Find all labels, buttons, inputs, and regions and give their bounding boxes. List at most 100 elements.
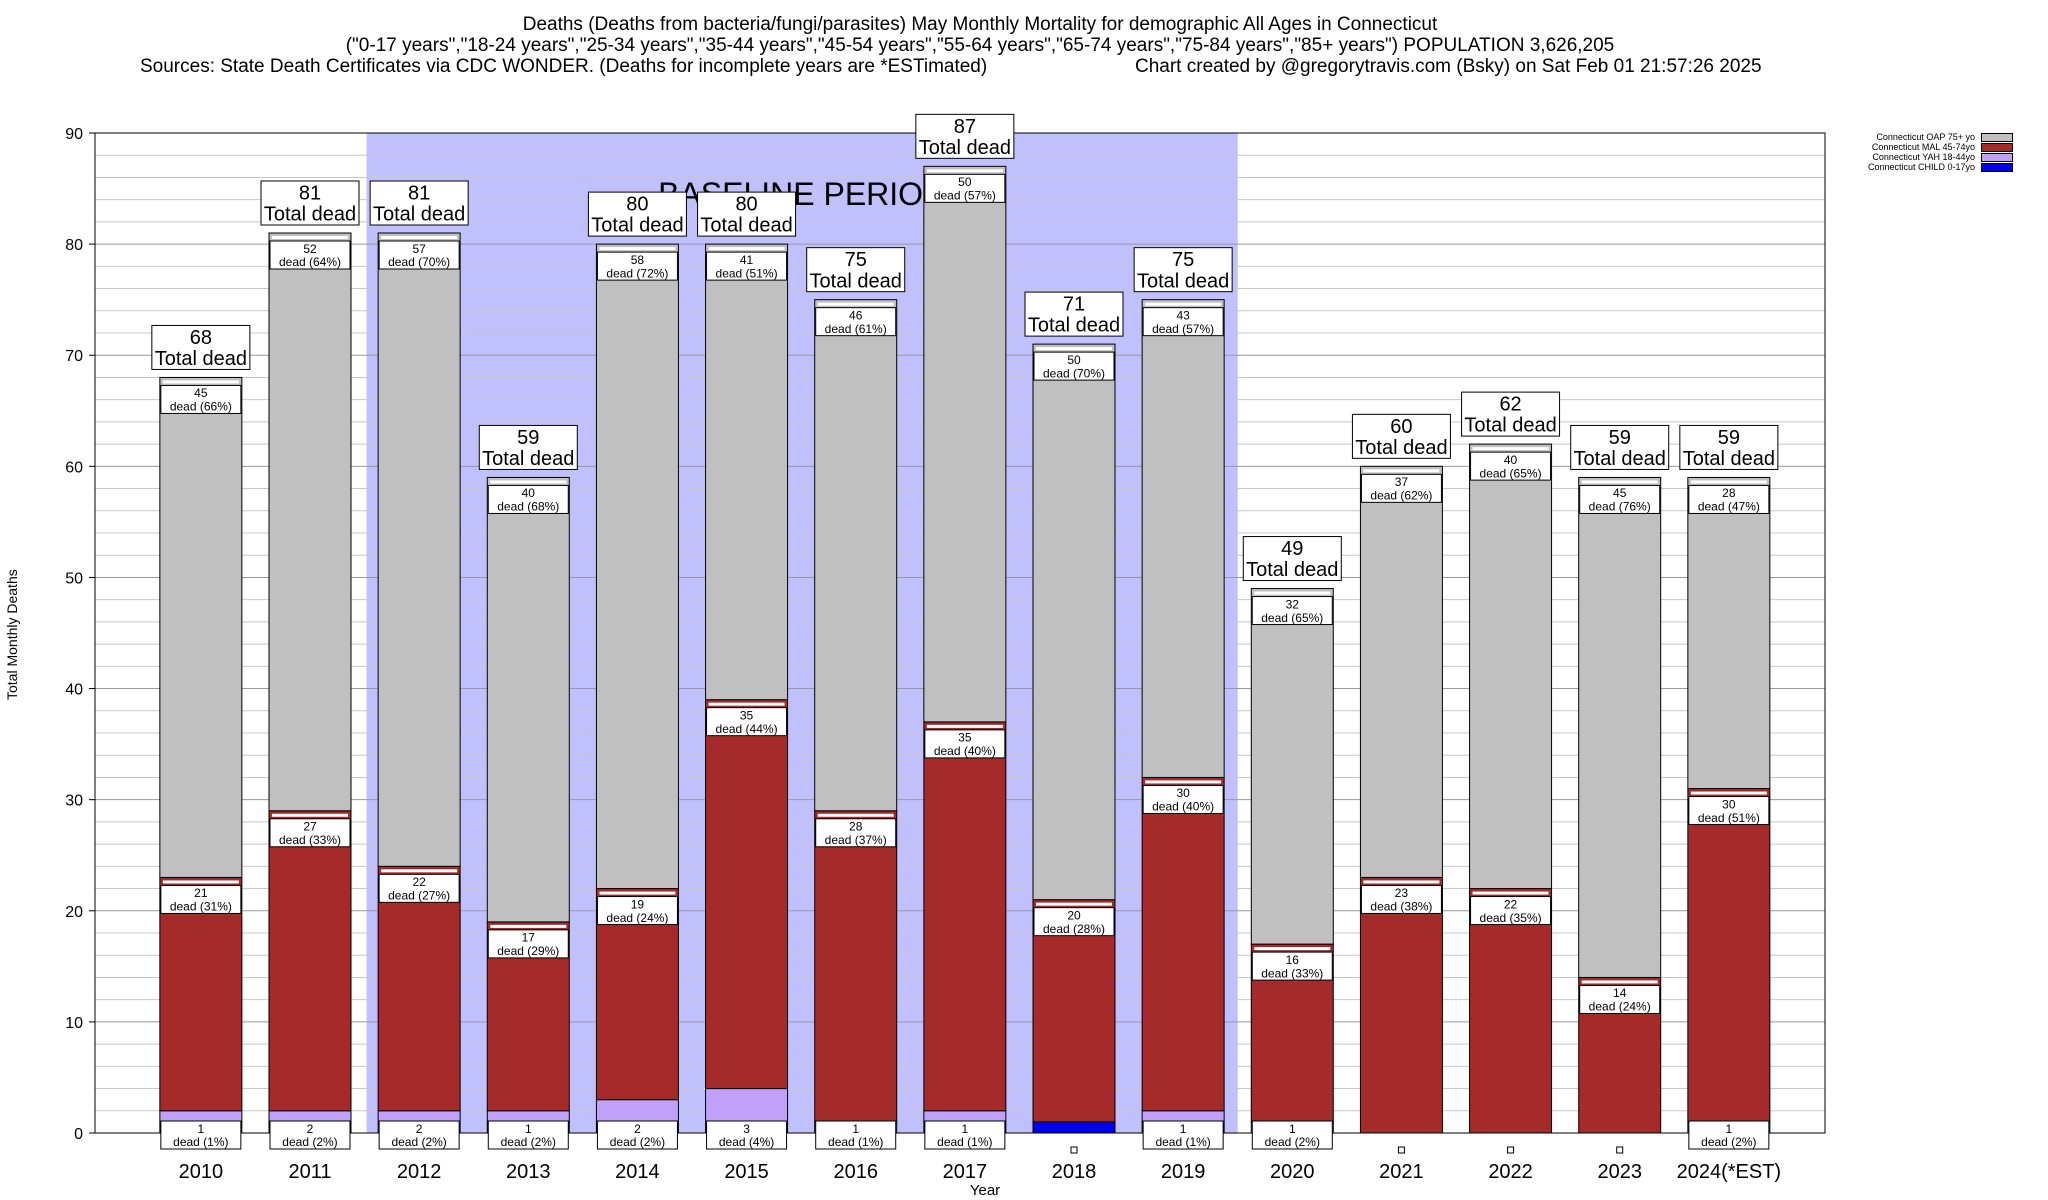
total-label-box: [587, 191, 687, 237]
segment-label-box: [596, 1120, 678, 1150]
total-label-box: [478, 424, 578, 470]
segment-label-text: dead (2%): [501, 1135, 556, 1149]
segment-label-value: 35: [958, 731, 972, 745]
bar-segment-highlight: [381, 869, 458, 873]
bar-segment-connecticut-oap-75-yo: [268, 232, 352, 812]
total-label-box: [697, 191, 797, 237]
y-tick-label: 30: [65, 793, 83, 810]
total-label-text: Total dead: [1464, 415, 1556, 437]
bar-segment-connecticut-oap-75-yo: [1141, 299, 1225, 778]
segment-label-value: 30: [1176, 786, 1190, 800]
total-label-box: [1679, 424, 1779, 470]
segment-label-text: dead (72%): [606, 266, 668, 280]
bar-segment-highlight: [1035, 347, 1112, 351]
legend-entry: Connecticut OAP 75+ yo: [1868, 132, 2014, 142]
segment-label-text: dead (70%): [388, 255, 450, 269]
segment-label-box: [815, 307, 897, 337]
total-label-box: [1133, 247, 1233, 293]
legend-label: Connecticut YAH 18-44yo: [1872, 152, 1976, 162]
legend-label: Connecticut MAL 45-74yo: [1871, 142, 1976, 152]
segment-label-box: [378, 873, 460, 903]
segment-label-value: 3: [743, 1122, 750, 1136]
total-label-text: Total dead: [810, 270, 902, 292]
segment-label-value: 50: [958, 175, 972, 189]
segment-label-box: [596, 896, 678, 926]
segment-label-text: dead (57%): [934, 189, 996, 203]
bar-segment-connecticut-mal-45-74yo: [159, 876, 243, 1112]
total-label-text: Total dead: [1574, 448, 1666, 470]
bar-segment-connecticut-mal-45-74yo: [814, 810, 898, 1123]
bar-segment-connecticut-oap-75-yo: [595, 243, 679, 890]
x-tick-label: 2023: [1597, 1161, 1642, 1183]
bar-segment-highlight: [1145, 780, 1222, 784]
segment-label-text: dead (44%): [716, 722, 778, 736]
segment-label-box: [596, 251, 678, 281]
total-label-text: Total dead: [700, 215, 792, 237]
segment-label-box: [269, 818, 351, 848]
total-label-box: [369, 180, 469, 226]
segment-label-value: 14: [1613, 986, 1627, 1000]
total-label-value: 75: [1172, 249, 1194, 271]
bar-segment-highlight: [599, 891, 676, 895]
total-label-text: Total dead: [264, 204, 356, 226]
segment-label-value: 1: [1180, 1122, 1187, 1136]
total-label-box: [260, 180, 360, 226]
total-label-text: Total dead: [482, 448, 574, 470]
bar-segment-connecticut-mal-45-74yo: [705, 699, 789, 1090]
segment-label-text: dead (65%): [1480, 466, 1542, 480]
segment-label-box: [706, 251, 788, 281]
bar-segment-highlight: [708, 247, 785, 251]
x-tick-label: 2021: [1379, 1161, 1424, 1183]
bar-segment-connecticut-mal-45-74yo: [1359, 876, 1443, 1134]
y-tick-label: 70: [65, 348, 83, 365]
segment-label-text: dead (2%): [610, 1135, 665, 1149]
x-axis-label: Year: [970, 1182, 1000, 1199]
bar-segment-connecticut-mal-45-74yo: [1032, 899, 1116, 1123]
segment-label-box: [1579, 984, 1661, 1014]
segment-label-box: [487, 929, 569, 959]
x-tick-label: 2018: [1052, 1161, 1097, 1183]
segment-label-value: 1: [1289, 1122, 1296, 1136]
segment-label-text: dead (68%): [497, 500, 559, 514]
segment-label-text: dead (40%): [1152, 800, 1214, 814]
segment-label-text: dead (51%): [716, 266, 778, 280]
segment-label-text: dead (24%): [1589, 1000, 1651, 1014]
segment-label-text: dead (61%): [825, 322, 887, 336]
segment-label-value: 17: [522, 931, 536, 945]
segment-label-value: 21: [194, 886, 208, 900]
total-label-box: [1570, 424, 1670, 470]
y-tick-label: 40: [65, 682, 83, 699]
y-tick-label: 80: [65, 237, 83, 254]
total-label-value: 87: [954, 116, 976, 138]
segment-label-value: 57: [412, 242, 426, 256]
segment-label-box: [160, 884, 242, 914]
x-tick-label: 2011: [288, 1161, 331, 1183]
legend-entry: Connecticut YAH 18-44yo: [1868, 152, 2014, 162]
segment-label-text: dead (40%): [934, 744, 996, 758]
segment-label-text: dead (64%): [279, 255, 341, 269]
bar-segment-highlight: [1363, 469, 1440, 473]
segment-label-box: [1470, 896, 1552, 926]
bar-segment-connecticut-oap-75-yo: [923, 165, 1007, 723]
bar-segment-connecticut-yah-18-44yo: [705, 1088, 789, 1123]
bar-segment-connecticut-mal-45-74yo: [377, 865, 461, 1112]
bar-segment-connecticut-oap-75-yo: [377, 232, 461, 867]
legend-label: Connecticut CHILD 0-17yo: [1868, 162, 1976, 172]
zero-marker: [1616, 1146, 1624, 1154]
segment-label-text: dead (4%): [719, 1135, 774, 1149]
segment-label-box: [269, 1120, 351, 1150]
segment-label-value: 43: [1176, 308, 1190, 322]
segment-label-value: 19: [631, 897, 645, 911]
bar-segment-connecticut-mal-45-74yo: [1469, 888, 1553, 1134]
bar-segment-highlight: [1690, 791, 1767, 795]
segment-label-text: dead (2%): [1701, 1135, 1756, 1149]
segment-label-value: 46: [849, 308, 863, 322]
segment-label-text: dead (1%): [937, 1135, 992, 1149]
segment-label-text: dead (33%): [279, 833, 341, 847]
segment-label-value: 40: [522, 486, 536, 500]
segment-label-value: 27: [303, 820, 317, 834]
zero-marker: [1070, 1146, 1078, 1154]
segment-label-box: [1033, 907, 1115, 937]
segment-label-value: 58: [631, 253, 645, 267]
total-label-value: 81: [408, 182, 430, 204]
